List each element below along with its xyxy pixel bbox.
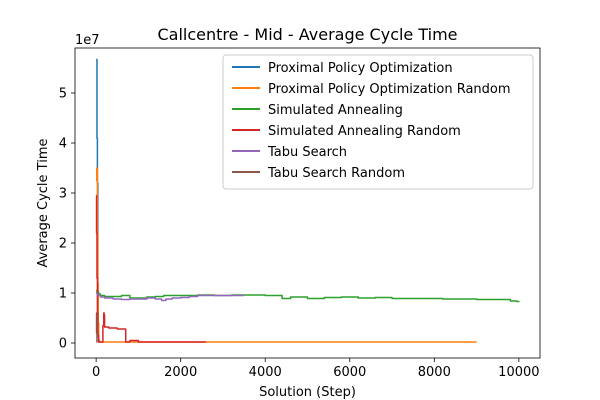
series-line-simulated-annealing	[96, 289, 520, 303]
x-tick-label: 6000	[333, 365, 366, 380]
y-tick-label: 2	[59, 237, 67, 252]
legend-entry-label: Proximal Policy Optimization	[268, 61, 453, 76]
legend-entry-label: Tabu Search	[267, 145, 347, 160]
series-lines	[95, 58, 520, 343]
y-tick-label: 3	[59, 187, 67, 202]
x-tick-label: 2000	[164, 365, 197, 380]
y-tick-label: 5	[59, 87, 67, 102]
y-tick-label: 4	[59, 137, 67, 152]
legend-entry-label: Simulated Annealing	[268, 103, 403, 118]
series-line-tabu-search	[96, 292, 245, 302]
legend-entry-label: Tabu Search Random	[267, 166, 405, 181]
legend-entry-label: Simulated Annealing Random	[268, 124, 461, 139]
plot-area	[74, 47, 541, 359]
y-tick-label: 1	[59, 287, 67, 302]
chart-title: Callcentre - Mid - Average Cycle Time	[157, 25, 457, 44]
legend: Proximal Policy Optimization Proximal Pol…	[222, 54, 534, 190]
series-line-simulated-annealing-random	[95, 194, 207, 343]
y-tick-label: 0	[59, 337, 67, 352]
x-axis: 0 2000 4000 6000 8000 10000	[92, 358, 540, 380]
x-tick-label: 4000	[249, 365, 282, 380]
plot-frame	[74, 47, 541, 359]
x-tick-label: 10000	[498, 365, 539, 380]
x-axis-label: Solution (Step)	[259, 385, 356, 400]
y-axis-label: Average Cycle Time	[36, 139, 51, 268]
series-line-tabu-search-random	[95, 312, 98, 343]
y-offset-label: 1e7	[75, 33, 100, 48]
y-axis: 0 1 2 3 4 5	[59, 87, 75, 352]
x-tick-label: 8000	[418, 365, 451, 380]
x-tick-label: 0	[92, 365, 100, 380]
legend-box	[222, 54, 534, 190]
legend-entry-label: Proximal Policy Optimization Random	[268, 82, 511, 97]
